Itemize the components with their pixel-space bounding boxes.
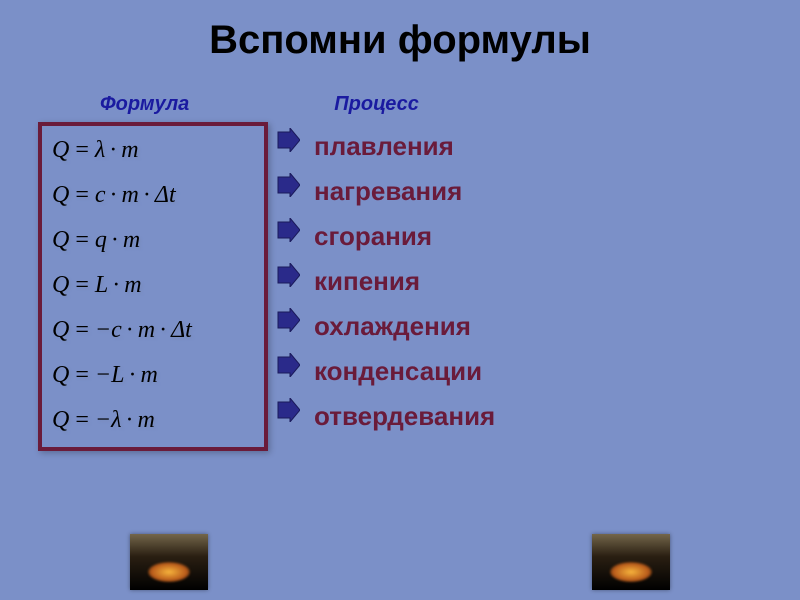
arrow-icon [276, 398, 300, 422]
formula-header: Формула [100, 93, 189, 116]
process-label: плавления [314, 124, 495, 169]
column-headers: Формула Процесс [0, 93, 800, 116]
arrow-icon [276, 308, 300, 332]
formula-row: Q=−λ·m [52, 398, 254, 443]
formula-row: Q=q·m [52, 218, 254, 263]
formula-row: Q=L·m [52, 263, 254, 308]
arrow-icon [276, 353, 300, 377]
arrow-icon [276, 263, 300, 287]
process-label: охлаждения [314, 304, 495, 349]
page-title: Вспомни формулы [0, 0, 800, 63]
nav-thumbnails [0, 534, 800, 590]
process-column: плавления нагревания сгорания кипения ох… [314, 122, 495, 439]
prev-slide-thumb[interactable] [130, 534, 208, 590]
arrow-icon [276, 128, 300, 152]
formula-row: Q=λ·m [52, 128, 254, 173]
arrow-icon [276, 173, 300, 197]
formula-box: Q=λ·m Q=c·m·Δt Q=q·m Q=L·m Q=−c·m·Δt Q=−… [38, 122, 268, 451]
process-label: сгорания [314, 214, 495, 259]
arrow-column [276, 122, 300, 443]
process-label: конденсации [314, 349, 495, 394]
next-slide-thumb[interactable] [592, 534, 670, 590]
process-header: Процесс [334, 93, 419, 116]
process-label: кипения [314, 259, 495, 304]
content-row: Q=λ·m Q=c·m·Δt Q=q·m Q=L·m Q=−c·m·Δt Q=−… [0, 122, 800, 451]
arrow-icon [276, 218, 300, 242]
formula-row: Q=−c·m·Δt [52, 308, 254, 353]
formula-row: Q=c·m·Δt [52, 173, 254, 218]
process-label: отвердевания [314, 394, 495, 439]
formula-row: Q=−L·m [52, 353, 254, 398]
process-label: нагревания [314, 169, 495, 214]
